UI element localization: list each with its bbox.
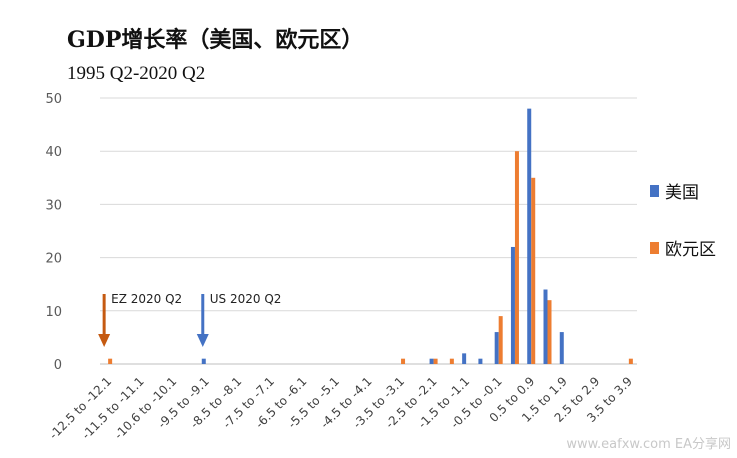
annotation-label: EZ 2020 Q2 bbox=[111, 292, 182, 306]
y-tick-label: 0 bbox=[54, 358, 62, 373]
bar-ez bbox=[401, 358, 406, 364]
legend-label-ez: 欧元区 bbox=[665, 240, 716, 260]
y-tick-label: 10 bbox=[45, 305, 62, 320]
annotation-arrow-head bbox=[196, 334, 209, 347]
bar-us bbox=[201, 358, 206, 364]
bar-us bbox=[510, 246, 515, 364]
bar-us bbox=[462, 353, 467, 364]
annotation-label: US 2020 Q2 bbox=[210, 292, 282, 306]
chart-subtitle: 1995 Q2-2020 Q2 bbox=[67, 63, 206, 84]
bar-ez bbox=[547, 300, 552, 364]
legend-label-us: 美国 bbox=[665, 183, 699, 203]
bar-us bbox=[494, 332, 499, 364]
legend-item-ez: 欧元区 bbox=[650, 235, 716, 260]
bar-ez bbox=[433, 358, 438, 364]
y-tick-label: 40 bbox=[45, 145, 62, 160]
bar-us bbox=[478, 358, 483, 364]
bar-ez bbox=[628, 358, 633, 364]
bar-us bbox=[429, 358, 434, 364]
chart-title: GDP增长率（美国、欧元区） bbox=[67, 27, 364, 53]
bar-ez bbox=[449, 358, 454, 364]
watermark: www.eafxw.com EA分享网 bbox=[566, 437, 731, 452]
legend-swatch-ez bbox=[650, 241, 659, 254]
bar-ez bbox=[108, 358, 113, 364]
bar-ez bbox=[514, 151, 519, 364]
legend-swatch-us bbox=[650, 184, 659, 197]
annotation-arrow-head bbox=[98, 334, 111, 347]
bar-us bbox=[543, 289, 548, 364]
bar-ez bbox=[531, 177, 536, 364]
y-tick-label: 30 bbox=[45, 198, 62, 213]
legend-item-us: 美国 bbox=[650, 178, 699, 203]
bar-us bbox=[527, 108, 532, 364]
y-tick-label: 20 bbox=[45, 252, 62, 267]
bar-ez bbox=[498, 316, 503, 364]
y-tick-label: 50 bbox=[45, 92, 62, 107]
bar-us bbox=[559, 332, 564, 364]
